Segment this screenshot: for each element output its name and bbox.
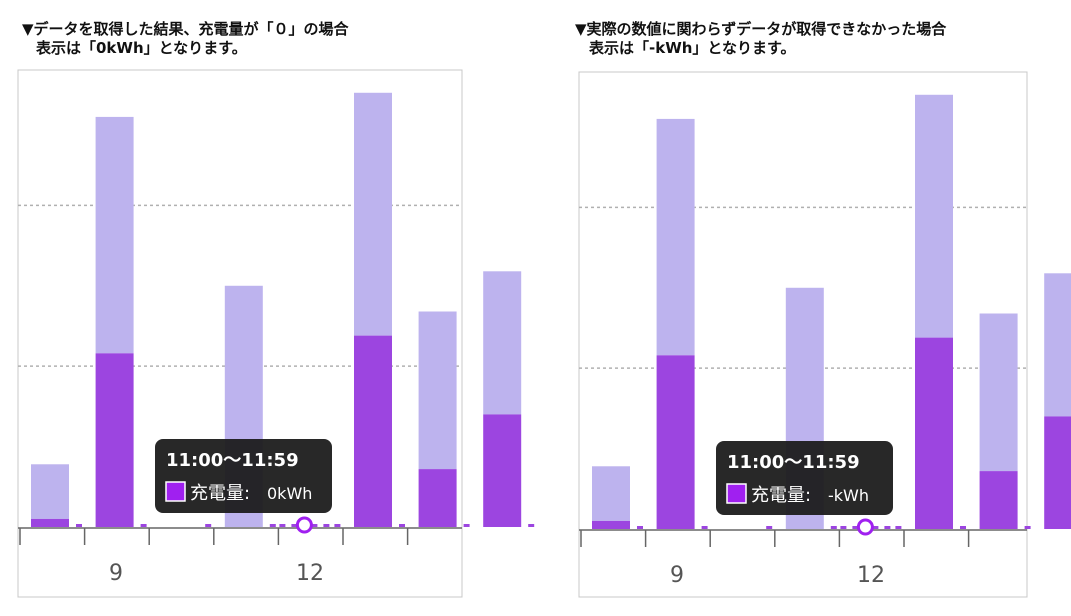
bar-segment-light-7[interactable] <box>592 466 630 521</box>
bar-segment-dark-12[interactable] <box>354 335 392 527</box>
zero-marker <box>637 526 643 529</box>
zero-marker <box>1024 526 1031 529</box>
zero-marker <box>334 524 341 527</box>
zero-marker <box>76 524 82 527</box>
caption-left-line1: ▼データを取得した結果、充電量が「０」の場合 <box>22 20 349 38</box>
highlight-point[interactable] <box>856 518 874 536</box>
zero-marker <box>140 524 147 527</box>
bar-segment-dark-8[interactable] <box>95 353 134 527</box>
tooltip-value: 0kWh <box>267 484 312 503</box>
tooltip: 11:00～11:59 充電量: 0kWh <box>155 439 332 513</box>
bar-segment-light-13[interactable] <box>979 313 1018 472</box>
zero-marker <box>205 524 212 527</box>
tooltip-label: 充電量: <box>751 485 811 506</box>
zero-marker <box>960 526 966 529</box>
bar-segment-light-7[interactable] <box>31 464 69 519</box>
tooltip-swatch <box>165 481 186 502</box>
x-tick-label: 12 <box>296 561 324 586</box>
zero-marker <box>766 526 773 529</box>
bar-segment-light-14[interactable] <box>483 271 522 415</box>
zero-marker <box>884 526 891 529</box>
tooltip-value: -kWh <box>828 486 869 505</box>
bar-segment-light-12[interactable] <box>915 94 953 338</box>
tooltip-box <box>716 441 893 515</box>
bar-segment-light-14[interactable] <box>1044 273 1071 417</box>
bar-segment-light-8[interactable] <box>656 118 695 356</box>
zero-marker <box>399 524 405 527</box>
chart-frame <box>17 69 463 598</box>
bar-segment-dark-8[interactable] <box>656 355 695 529</box>
zero-marker <box>830 526 837 529</box>
highlight-point[interactable] <box>295 516 313 534</box>
zero-marker <box>701 526 708 529</box>
zero-marker <box>269 524 276 527</box>
bar-segment-dark-7[interactable] <box>31 518 69 527</box>
zero-marker <box>291 524 298 527</box>
chart-panel-left: 9 12 11:00～11:59 充電量: 0kWh <box>17 69 535 598</box>
zero-marker <box>852 526 859 529</box>
zero-marker <box>528 524 535 527</box>
bar-segment-light-13[interactable] <box>418 311 457 470</box>
caption-right: ▼実際の数値に関わらずデータが取得できなかった場合 表示は「-kWh」となります… <box>575 20 946 58</box>
tooltip-time: 11:00～11:59 <box>166 450 299 471</box>
zero-marker <box>311 524 318 527</box>
bar-segment-light-12[interactable] <box>354 92 392 336</box>
chart-frame <box>578 71 1028 598</box>
bar-segment-dark-12[interactable] <box>915 337 953 529</box>
bar-segment-light-8[interactable] <box>95 116 134 354</box>
bar-segment-dark-13[interactable] <box>418 469 457 527</box>
bar-segment-dark-7[interactable] <box>592 520 630 529</box>
zero-marker <box>279 524 286 527</box>
bar-segment-dark-14[interactable] <box>1044 416 1071 529</box>
caption-right-line2: 表示は「-kWh」となります。 <box>589 39 796 57</box>
tooltip-box <box>155 439 332 513</box>
chart-panel-right: 9 12 11:00～11:59 充電量: -kWh <box>578 71 1071 598</box>
x-tick-label: 9 <box>670 563 684 588</box>
bar-segment-dark-13[interactable] <box>979 471 1018 529</box>
tooltip-swatch <box>726 483 747 504</box>
zero-marker <box>895 526 902 529</box>
tooltip: 11:00～11:59 充電量: -kWh <box>716 441 893 515</box>
zero-marker <box>872 526 879 529</box>
x-tick-label: 12 <box>857 563 885 588</box>
x-tick-label: 9 <box>109 561 123 586</box>
caption-left: ▼データを取得した結果、充電量が「０」の場合 表示は「0kWh」となります。 <box>22 20 349 58</box>
zero-marker <box>840 526 847 529</box>
zero-marker <box>463 524 470 527</box>
caption-left-line2: 表示は「0kWh」となります。 <box>36 39 247 57</box>
tooltip-label: 充電量: <box>190 483 250 504</box>
zero-marker <box>323 524 330 527</box>
bar-segment-dark-14[interactable] <box>483 414 522 527</box>
caption-right-line1: ▼実際の数値に関わらずデータが取得できなかった場合 <box>575 20 947 38</box>
tooltip-time: 11:00～11:59 <box>727 452 860 473</box>
